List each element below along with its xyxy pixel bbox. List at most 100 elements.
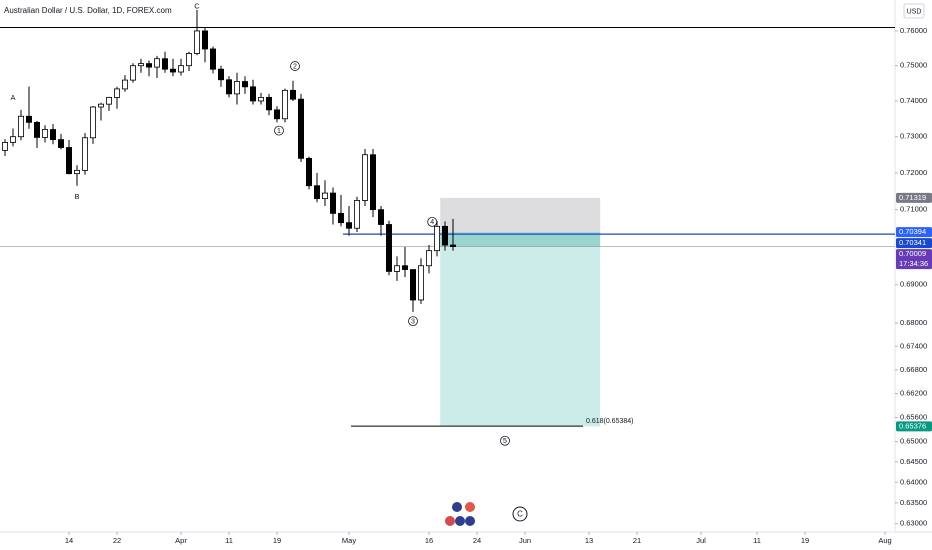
candle-body [297, 98, 304, 159]
price-label: 0.70341 [899, 238, 926, 247]
candle-body [377, 209, 384, 225]
candle-body [281, 89, 288, 120]
candle [369, 148, 376, 218]
price-label-box [896, 249, 932, 270]
currency-button-label[interactable]: USD [907, 8, 922, 15]
price-label-box [896, 192, 932, 203]
x-tick-label: Apr [175, 536, 187, 545]
candle-body [329, 192, 336, 214]
candle-body [74, 169, 81, 175]
candle [449, 218, 456, 251]
candle [137, 58, 144, 73]
x-tick-label: 21 [633, 536, 641, 545]
y-tick-label: 0.68000 [900, 318, 927, 327]
candle [145, 60, 152, 77]
candle-body [353, 200, 360, 229]
candle [129, 63, 136, 83]
candle [249, 79, 256, 105]
y-tick-label: 0.72000 [900, 168, 927, 177]
x-tick-label: 13 [585, 536, 593, 545]
candle-body [409, 269, 416, 301]
candle-body [385, 224, 392, 272]
candle [122, 75, 129, 92]
candle-body [25, 115, 32, 123]
price-label: 0.71319 [899, 193, 926, 202]
wave-circle [408, 316, 418, 327]
candle-body [417, 265, 424, 301]
price-label-box [896, 227, 932, 238]
x-tick-label: 19 [801, 536, 809, 545]
candle-body [449, 244, 456, 247]
wave-label: B [74, 192, 79, 201]
y-tick-label: 0.64500 [900, 457, 927, 466]
currency-button[interactable] [903, 3, 925, 19]
candle [209, 46, 216, 74]
candle-body [225, 79, 232, 95]
candle-body [249, 86, 256, 102]
candle [114, 86, 121, 109]
candle [225, 76, 232, 98]
event-marker-circle[interactable] [512, 506, 528, 522]
candle-body [177, 65, 184, 73]
x-tick-label: Jun [519, 536, 531, 545]
candle [409, 269, 416, 312]
candle [42, 125, 49, 143]
price-label-box [896, 238, 932, 249]
candle-body [129, 65, 136, 81]
candle [161, 51, 168, 73]
open-profit-zone [440, 232, 601, 247]
wave-label: C [194, 2, 200, 11]
candle-body [169, 68, 176, 73]
x-tick-label: 16 [425, 536, 433, 545]
candle-body [233, 81, 240, 95]
candle-body [305, 157, 312, 187]
candle-body [369, 154, 376, 211]
candle [313, 172, 320, 203]
candle-body [265, 97, 272, 111]
candle-body [50, 129, 57, 140]
candle [401, 246, 408, 278]
y-tick-label: 0.63500 [900, 498, 927, 507]
candle-body [273, 109, 280, 120]
x-tick-label: Aug [878, 536, 891, 545]
x-tick-label: 22 [113, 536, 121, 545]
candle-body [90, 106, 97, 139]
candle [185, 51, 192, 71]
candle [273, 106, 280, 123]
candle [361, 148, 368, 206]
x-tick-label: 11 [753, 536, 761, 545]
y-tick-label: 0.73000 [900, 132, 927, 141]
candle [2, 139, 8, 156]
wave-label: 5 [503, 438, 507, 445]
candle-body [185, 53, 192, 67]
candle [177, 58, 184, 76]
candle [289, 80, 296, 101]
candle-body [66, 147, 73, 175]
candle-body [122, 79, 129, 90]
candle [353, 196, 360, 232]
target-zone [440, 232, 601, 427]
candle-body [433, 225, 440, 252]
candle [321, 180, 328, 206]
candle-body [313, 185, 320, 199]
candle-body [401, 265, 408, 270]
candle [217, 65, 224, 87]
y-tick-label: 0.65600 [900, 412, 927, 421]
y-tick-label: 0.67400 [900, 341, 927, 350]
candle-body [441, 225, 448, 246]
x-tick-label: 14 [65, 536, 73, 545]
candle [265, 93, 272, 116]
y-tick-label: 0.76000 [900, 26, 927, 35]
price-label: 0.70009 [899, 249, 926, 258]
event-icons[interactable] [445, 502, 475, 526]
wave-label: 1 [277, 128, 281, 135]
candle [193, 9, 200, 56]
y-tick-label: 0.75000 [900, 61, 927, 70]
event-marker-label[interactable]: C [517, 510, 523, 519]
price-label-box [896, 421, 932, 432]
y-tick-label: 0.66800 [900, 365, 927, 374]
x-tick-label: Jul [696, 536, 706, 545]
candle-body [201, 30, 208, 50]
